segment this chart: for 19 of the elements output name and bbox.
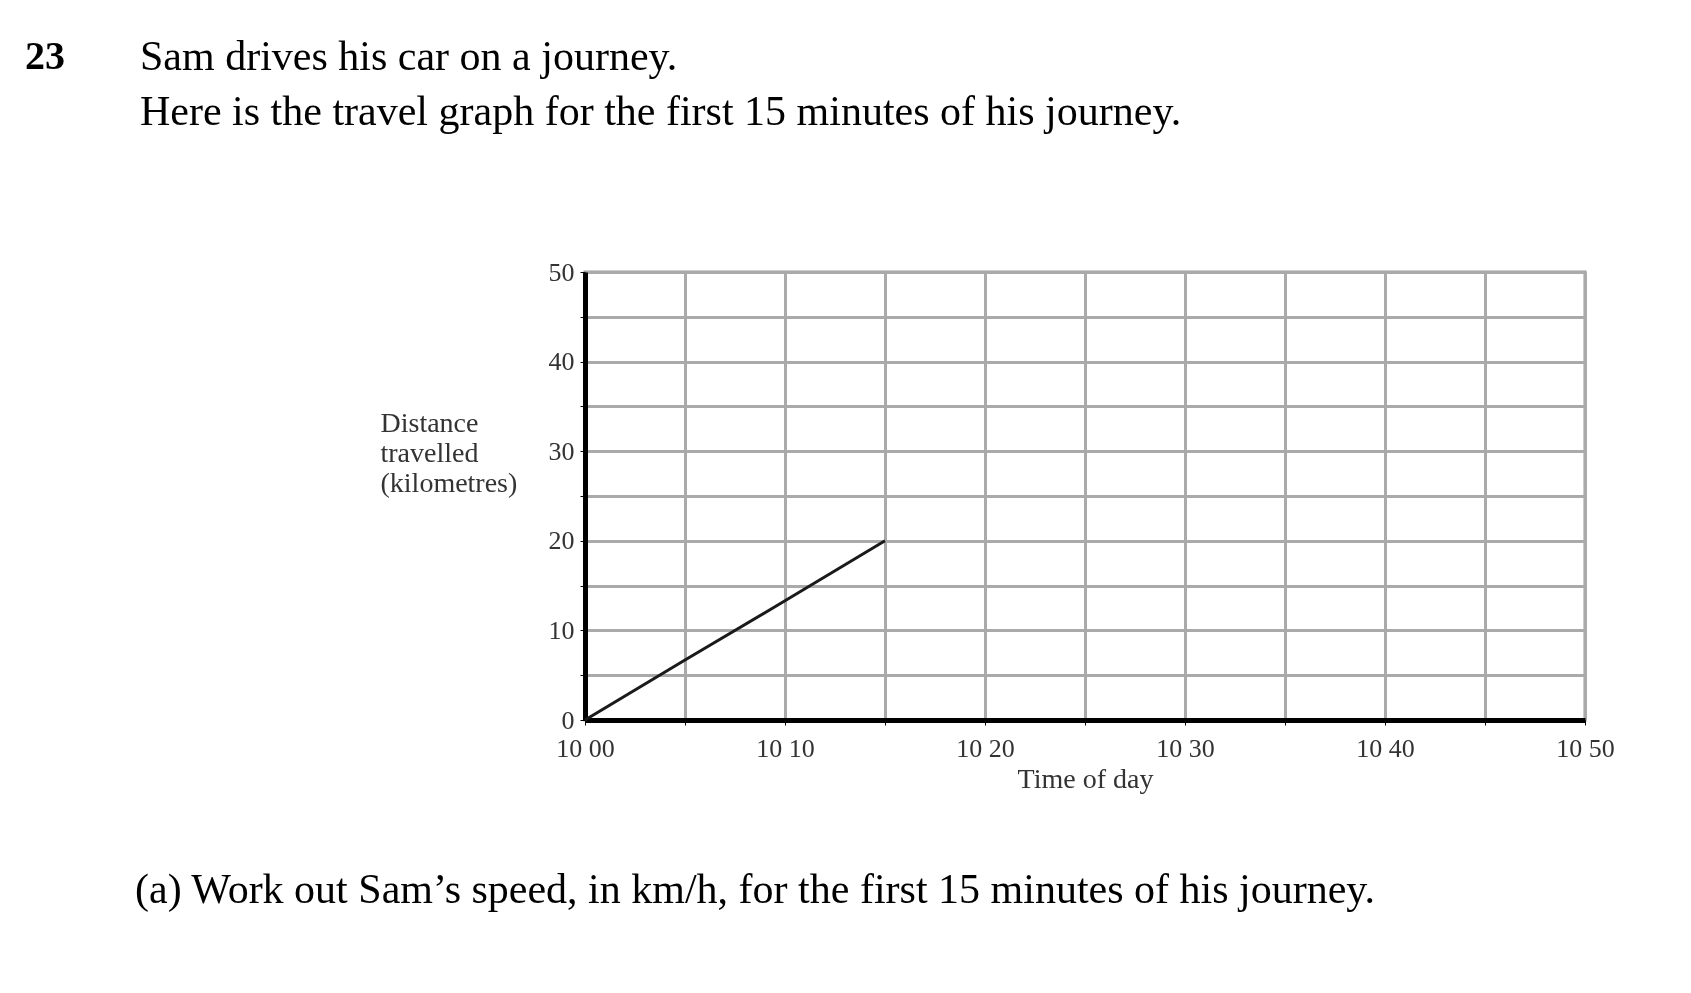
x-tick-label: 10 20 xyxy=(956,733,1015,763)
y-tick-label: 30 xyxy=(548,436,575,466)
x-tick-label: 10 10 xyxy=(756,733,815,763)
chart-subtitle: Here is the travel graph for the first 15 minutes of his journey. xyxy=(140,88,1182,134)
y-axis-title: Distance travelled (kilometres) xyxy=(380,407,518,499)
y-tick-label: 10 xyxy=(548,615,575,645)
x-axis-title: Time of day xyxy=(1017,762,1154,794)
y-tick-label: 20 xyxy=(548,526,575,556)
text: (a) Work out Sam’s speed, in km/h, for the first 15 minutes of his journey. xyxy=(135,866,1376,913)
y-tick-label: 0 xyxy=(561,705,575,735)
x-tick-label: 10 40 xyxy=(1356,733,1415,763)
line-series xyxy=(583,539,887,722)
y-tick-label: 50 xyxy=(548,257,575,287)
chart-title: Sam drives his car on a journey. xyxy=(140,33,678,79)
x-tick-label: 10 00 xyxy=(556,733,615,763)
x-tick-label: 10 30 xyxy=(1156,733,1215,763)
y-tick-label: 40 xyxy=(548,347,575,377)
text: 23 xyxy=(25,33,65,78)
x-tick-label: 10 50 xyxy=(1556,733,1615,763)
